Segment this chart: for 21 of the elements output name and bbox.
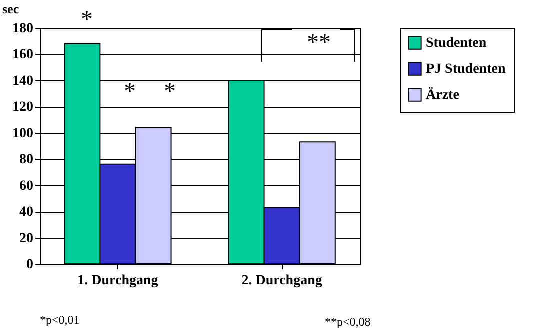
y-axis-title: sec (2, 2, 20, 16)
y-tick-label: 60 (20, 178, 34, 194)
y-tick-label: 100 (12, 126, 34, 142)
annotation: * (124, 79, 136, 105)
text: *p<0,01 (40, 313, 80, 327)
legend-label: Ärzte (426, 87, 460, 103)
y-tick-label: 20 (20, 231, 34, 246)
x-tick-label: 2. Durchgang (242, 274, 322, 288)
y-tick-label: 140 (12, 74, 34, 89)
y-tick-label: 120 (12, 100, 34, 116)
annotation: ** (307, 30, 331, 56)
x-tick-label: 1. Durchgang (78, 274, 158, 288)
y-tick-label: 160 (12, 48, 34, 63)
legend-label: Studenten (426, 36, 487, 51)
y-tick-label: 180 (12, 22, 34, 36)
y-tick-label: 40 (20, 205, 34, 220)
annotation: * (164, 79, 176, 105)
legend-label: PJ Studenten (426, 62, 506, 77)
y-tick-label: 0 (26, 258, 34, 272)
y-tick-label: 80 (20, 152, 34, 168)
annotation: * (81, 7, 93, 33)
